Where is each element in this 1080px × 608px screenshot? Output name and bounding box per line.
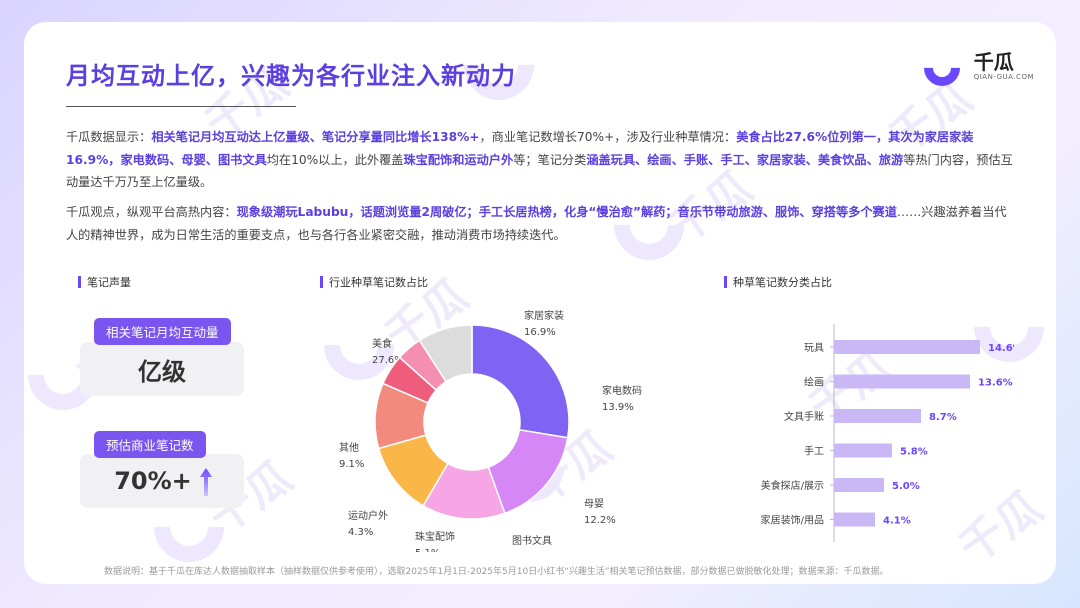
report-card: 千瓜 千瓜 千瓜 千瓜 千瓜 千瓜 千瓜 千瓜 千瓜 月均互动上亿，兴趣为各行业… bbox=[24, 22, 1056, 584]
bar-category-label: 绘画 bbox=[804, 376, 824, 389]
bar-category-label: 玩具 bbox=[804, 342, 824, 354]
stat-commercial-notes-label: 预估商业笔记数 bbox=[94, 431, 206, 458]
footer-note: 数据说明：基于千瓜在库达人数据抽取样本（抽样数据仅供参考使用），选取2025年1… bbox=[104, 567, 889, 577]
stat-monthly-interactions: 亿级 bbox=[80, 342, 244, 396]
bar-category-label: 家居装饰/用品 bbox=[761, 514, 824, 527]
slice-label: 图书文具 bbox=[512, 534, 552, 547]
highlight-text: 涵盖玩具、绘画、手账、手工、家居家装、美食饮品、旅游 bbox=[586, 152, 904, 167]
industry-donut-chart: 美食27.6%家居家装16.9%家电数码13.9%母婴12.2%图书文具10.9… bbox=[339, 309, 642, 552]
logo-domain: QIAN-GUA.COM bbox=[973, 73, 1034, 81]
bar-value-label: 4.1% bbox=[883, 516, 911, 527]
body-text: 千瓜观点，纵观平台高热内容： bbox=[66, 205, 237, 219]
bar-value-label: 5.8% bbox=[900, 447, 928, 458]
slice-label: 其他 bbox=[339, 441, 359, 454]
slice-value: 27.6% bbox=[372, 355, 404, 366]
body-text: 千瓜数据显示： bbox=[66, 130, 152, 144]
bar bbox=[834, 340, 980, 354]
highlight-text: 相关笔记月均互动达上亿量级、笔记分享量同比增长138%+ bbox=[151, 130, 480, 144]
slice-value: 16.9% bbox=[524, 327, 556, 338]
donut-slice bbox=[418, 324, 473, 383]
opinion-paragraph: 千瓜观点，纵观平台高热内容：现象级潮玩Labubu，话题浏览量2周破亿；手工长居… bbox=[66, 201, 1016, 246]
slice-label: 家居家装 bbox=[524, 309, 564, 322]
bar-value-label: 13.6% bbox=[978, 378, 1013, 389]
donut-slice bbox=[471, 324, 570, 439]
slice-value: 13.9% bbox=[602, 402, 634, 413]
slice-label: 母婴 bbox=[584, 498, 604, 510]
slice-label: 家电数码 bbox=[602, 384, 642, 397]
slice-label: 美食 bbox=[372, 337, 392, 350]
summary-paragraph: 千瓜数据显示：相关笔记月均互动达上亿量级、笔记分享量同比增长138%+，商业笔记… bbox=[66, 126, 1016, 194]
stat-commercial-notes: 70%+ bbox=[80, 454, 244, 508]
slice-value: 4.3% bbox=[348, 527, 373, 538]
highlight-text: 现象级潮玩Labubu，话题浏览量2周破亿；手工长居热榜，化身“慢治愈”解药；音… bbox=[236, 205, 897, 219]
notes-volume-heading: 笔记声量 bbox=[78, 274, 131, 290]
category-chart-heading: 种草笔记数分类占比 bbox=[724, 274, 832, 290]
logo-icon bbox=[916, 42, 968, 94]
arrow-up-icon bbox=[199, 468, 212, 496]
brand-logo: 千瓜 QIAN-GUA.COM bbox=[916, 42, 1034, 94]
body-text: 等；笔记分类 bbox=[513, 152, 587, 167]
bar-value-label: 14.6% bbox=[988, 343, 1014, 354]
title-underline bbox=[66, 106, 296, 107]
bar bbox=[834, 478, 884, 492]
bar-value-label: 8.7% bbox=[929, 412, 957, 423]
bar bbox=[834, 443, 892, 458]
page-title: 月均互动上亿，兴趣为各行业注入新动力 bbox=[66, 62, 516, 90]
bar-category-label: 文具手账 bbox=[784, 410, 824, 423]
slice-label: 运动户外 bbox=[348, 509, 388, 522]
stat-monthly-interactions-value: 亿级 bbox=[138, 357, 186, 386]
industry-chart-heading: 行业种草笔记数占比 bbox=[320, 274, 428, 290]
bar-value-label: 5.0% bbox=[892, 481, 920, 492]
slice-value: 5.1% bbox=[415, 548, 440, 552]
stat-commercial-notes-value: 70%+ bbox=[114, 467, 192, 495]
logo-name: 千瓜 bbox=[973, 50, 1014, 74]
bar bbox=[834, 409, 921, 423]
bar-category-label: 美食探店/展示 bbox=[761, 479, 824, 492]
body-text: 等热门内容，预估互动量达千万乃至上亿量级。 bbox=[66, 152, 1013, 190]
bar bbox=[834, 374, 970, 389]
slice-value: 12.2% bbox=[584, 515, 616, 526]
body-text: ，商业笔记数增长70%+，涉及行业种草情况： bbox=[479, 130, 737, 144]
body-text: 均在10%以上，此外覆盖 bbox=[266, 152, 404, 167]
bar-category-label: 手工 bbox=[804, 445, 824, 458]
category-bar-chart: 玩具 14.6% 绘画 13.6% 文具手账 8.7% 手工 5.8% 美食探店/展示 5.0% 家… bbox=[761, 324, 1014, 542]
slice-label: 珠宝配饰 bbox=[415, 530, 455, 543]
highlight-text: 美食占比27.6%位列第一，其次为家居家装16.9%，家电数码、母婴、图书文具 bbox=[66, 130, 974, 167]
stat-monthly-interactions-label: 相关笔记月均互动量 bbox=[94, 318, 231, 345]
slice-value: 9.1% bbox=[339, 459, 364, 470]
body-text: ……兴趣滋养着当代人的精神世界，成为日常生活的重要支点，也与各行各业紧密交融，推… bbox=[66, 205, 1007, 242]
highlight-text: 珠宝配饰和运动户外 bbox=[403, 152, 514, 167]
bar bbox=[834, 512, 875, 527]
